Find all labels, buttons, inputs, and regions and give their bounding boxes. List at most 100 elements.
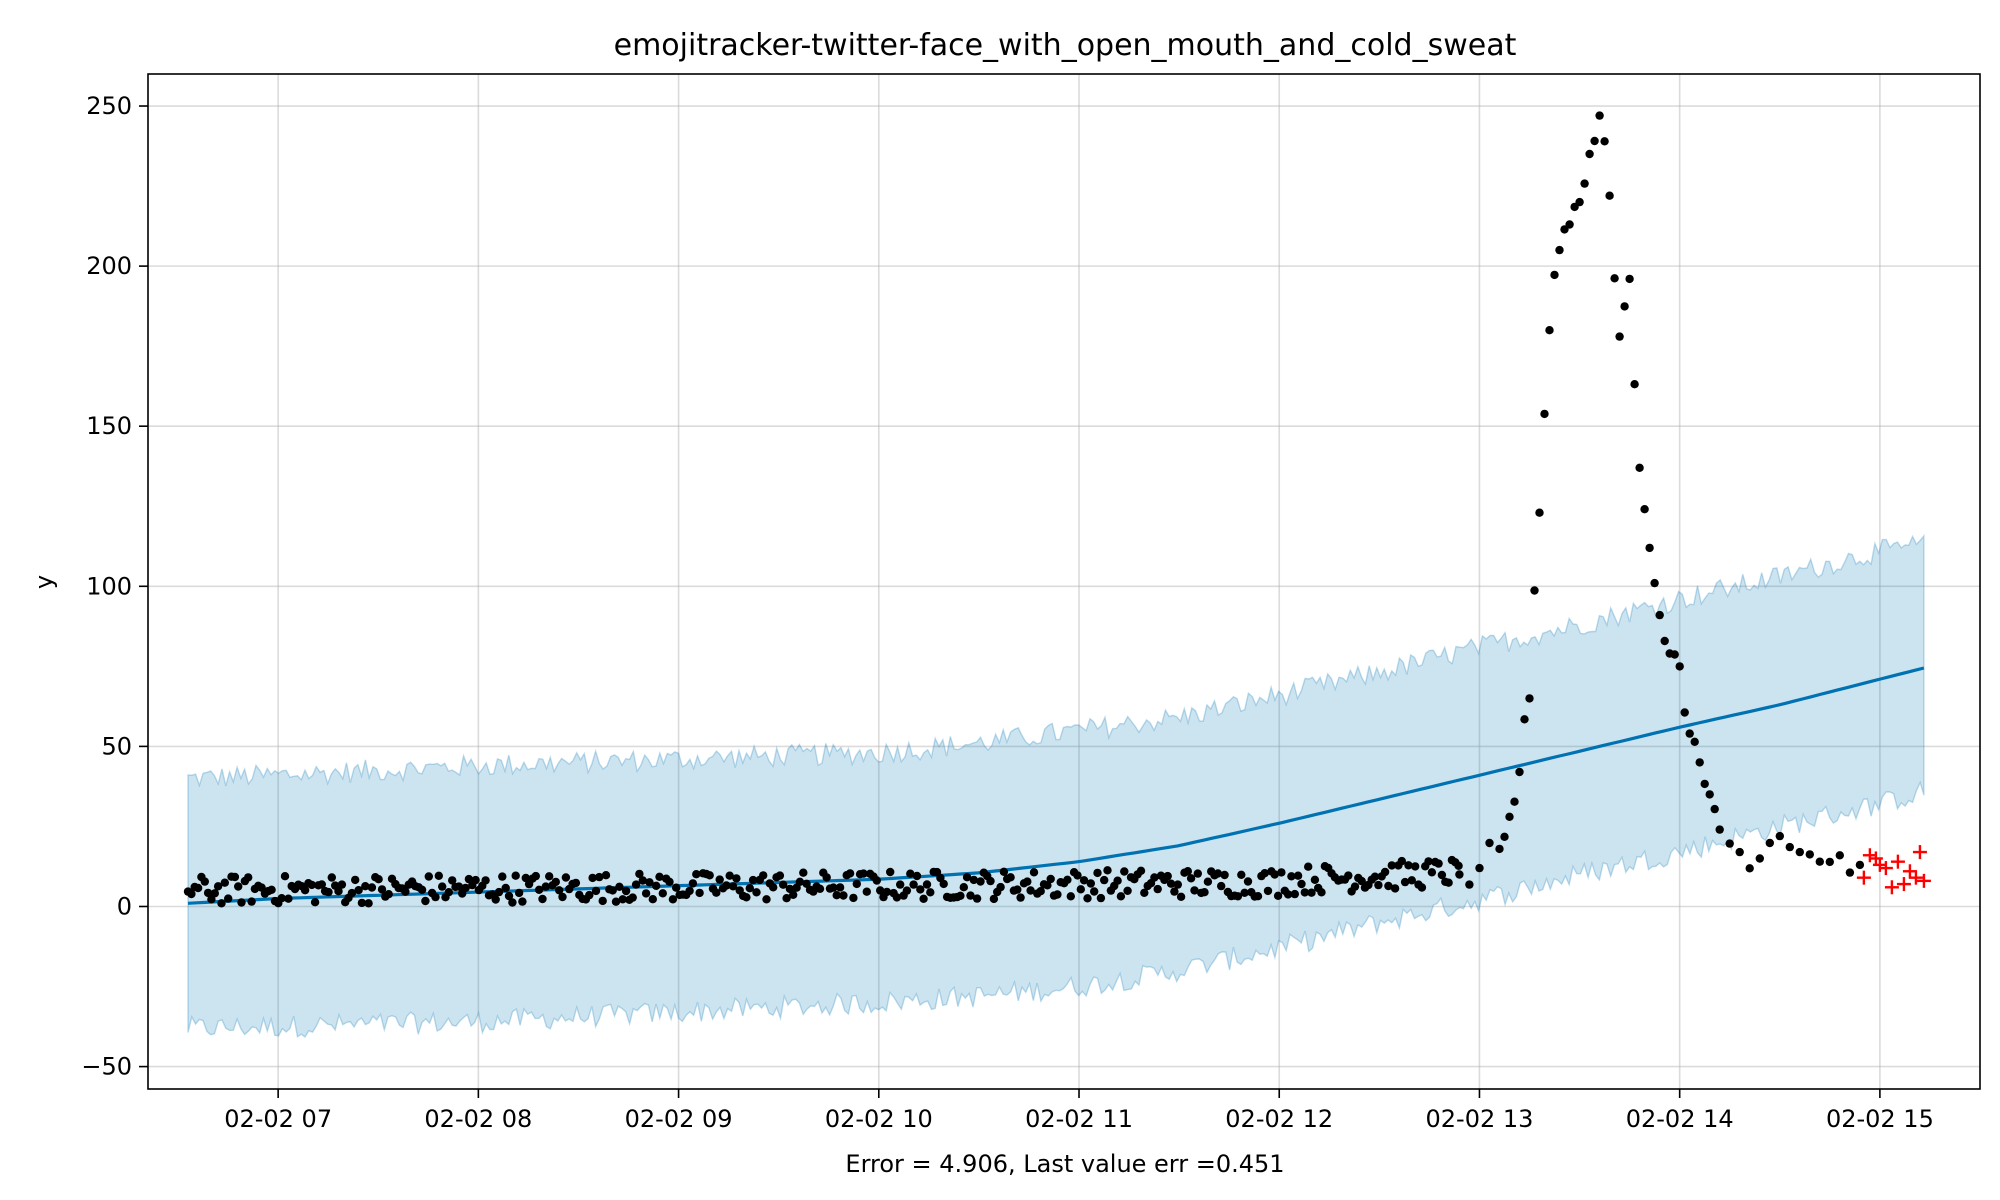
observed-point [434, 871, 443, 880]
observed-point [1635, 463, 1644, 472]
observed-point [1515, 767, 1524, 777]
observed-point [628, 893, 637, 902]
observed-point [1090, 887, 1099, 896]
observed-point [551, 877, 560, 887]
observed-point [1100, 875, 1109, 885]
observed-point [561, 873, 571, 882]
chart-title: emojitracker-twitter-face_with_open_mout… [614, 28, 1517, 63]
observed-point [712, 888, 721, 897]
observed-point [1815, 857, 1825, 866]
observed-point [1495, 844, 1504, 854]
observed-point [193, 883, 203, 893]
observed-point [1243, 877, 1253, 886]
observed-point [1505, 812, 1514, 821]
observed-point [284, 894, 293, 903]
observed-point [1795, 847, 1805, 857]
observed-point [1580, 179, 1589, 188]
x-tick-label: 02-02 15 [1826, 1105, 1934, 1133]
observed-point [1520, 715, 1529, 724]
observed-point [1153, 884, 1162, 894]
observed-point [725, 871, 734, 880]
observed-point [1317, 888, 1326, 897]
observed-point [504, 891, 514, 901]
observed-point [1120, 867, 1129, 876]
holdout-point [1884, 880, 1899, 895]
uncertainty-interval [187, 533, 1925, 1039]
observed-point [1411, 862, 1420, 871]
observed-point [351, 875, 360, 885]
observed-point [882, 887, 892, 897]
observed-point [886, 867, 895, 877]
observed-point [591, 886, 601, 896]
observed-point [307, 880, 316, 890]
observed-point [1454, 861, 1463, 870]
observed-point [789, 890, 798, 899]
holdout-point [1890, 854, 1905, 869]
observed-point [531, 871, 540, 881]
observed-point [1163, 871, 1172, 881]
observed-point [1384, 881, 1393, 891]
observed-point [695, 888, 704, 898]
observed-point [1357, 876, 1366, 886]
observed-point [361, 882, 370, 891]
observed-point [748, 875, 758, 885]
observed-point [1213, 869, 1223, 878]
holdout-point [1908, 870, 1923, 885]
observed-point [902, 886, 912, 895]
holdout-points [1856, 845, 1931, 895]
observed-point [588, 873, 597, 883]
observed-point [1066, 892, 1076, 901]
observed-point [829, 883, 838, 892]
observed-point [939, 879, 948, 889]
observed-point [909, 880, 918, 889]
observed-point [244, 873, 253, 882]
observed-point [752, 888, 761, 897]
observed-point [799, 868, 808, 877]
observed-point [728, 882, 738, 891]
observed-point [1203, 877, 1213, 886]
observed-point [1093, 868, 1102, 878]
observed-point [200, 877, 209, 886]
observed-point [1310, 875, 1320, 884]
observed-point [1650, 578, 1659, 588]
observed-point [1170, 887, 1179, 896]
observed-point [822, 873, 831, 882]
observed-point [1685, 729, 1694, 738]
observed-point [1690, 737, 1699, 746]
observed-point [1625, 274, 1634, 284]
observed-point [1400, 877, 1410, 887]
observed-point [1370, 872, 1380, 881]
observed-point [832, 891, 841, 900]
observed-point [1344, 871, 1353, 880]
observed-point [354, 886, 363, 895]
observed-point [277, 894, 286, 903]
observed-point [1640, 505, 1649, 514]
observed-point [1096, 893, 1106, 903]
observed-point [1297, 879, 1306, 889]
observed-point [1630, 380, 1639, 389]
observed-point [1404, 861, 1413, 870]
observed-point [481, 876, 490, 885]
observed-point [357, 898, 367, 908]
observed-point [668, 895, 678, 904]
observed-point [852, 879, 861, 889]
observed-point [688, 879, 698, 888]
observed-point [454, 882, 464, 891]
y-tick-label: 50 [101, 732, 132, 760]
x-tick-label: 02-02 13 [1426, 1105, 1534, 1133]
observed-point [431, 892, 440, 902]
observed-point [782, 894, 791, 903]
observed-point [220, 878, 229, 887]
observed-point [1113, 876, 1122, 885]
observed-point [317, 880, 326, 889]
observed-point [769, 883, 778, 892]
observed-point [1745, 864, 1754, 873]
observed-point [545, 872, 554, 881]
observed-point [461, 883, 470, 893]
x-tick-label: 02-02 11 [1025, 1105, 1133, 1133]
observed-point [1407, 876, 1417, 885]
observed-point [732, 874, 741, 883]
observed-point [1485, 838, 1494, 848]
observed-point [327, 873, 336, 882]
